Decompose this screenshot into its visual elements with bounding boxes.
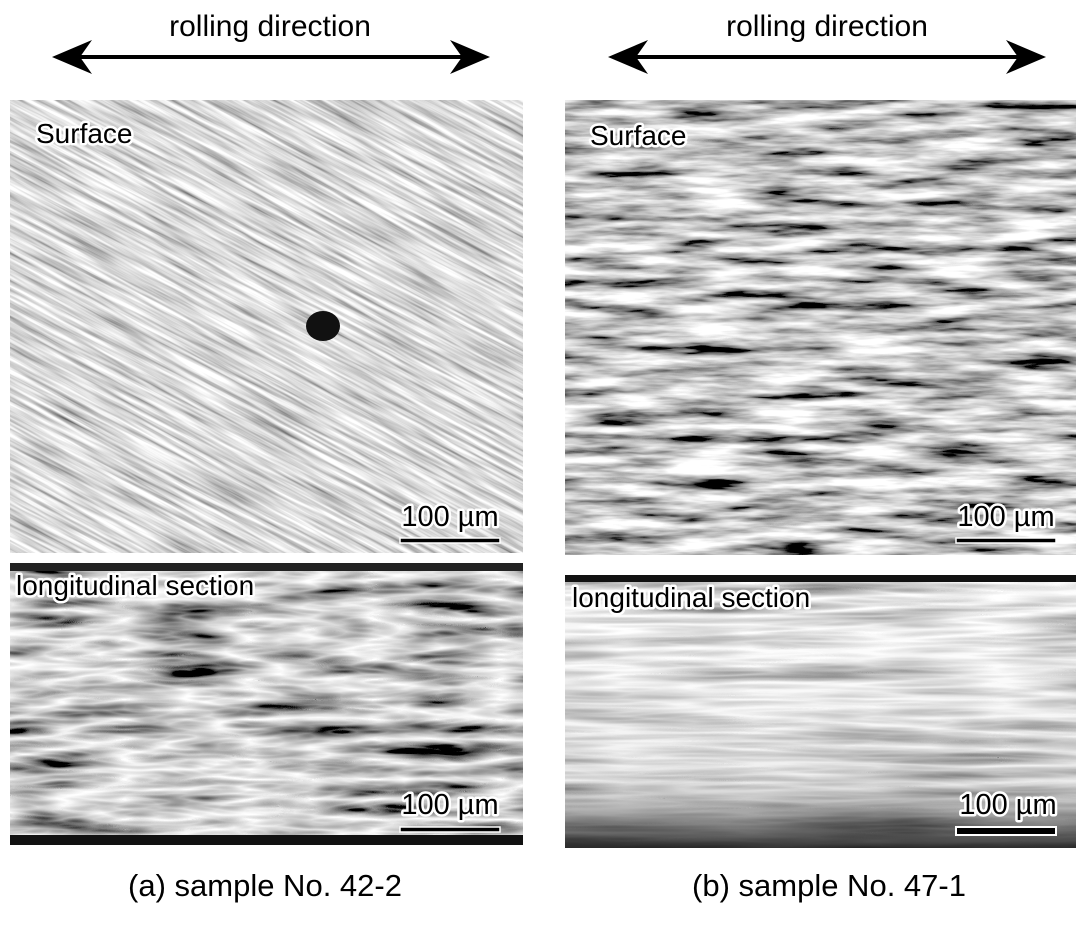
figure: rolling direction Surface 100 µm longitu… (0, 0, 1076, 926)
scale-bar-label: 100 µm (959, 789, 1056, 821)
surface-image (565, 100, 1076, 555)
scale-bar (956, 827, 1056, 835)
scale-bar (956, 538, 1056, 543)
scale-bar-label: 100 µm (957, 501, 1054, 533)
scale-bar (400, 827, 500, 832)
panel-b: rolling direction Surface 100 µm longitu… (565, 10, 1076, 903)
caption: (a) sample No. 42-2 (128, 868, 402, 903)
surface-label: Surface (36, 118, 133, 149)
surface-label: Surface (590, 120, 687, 151)
section-label: longitudinal section (16, 570, 254, 601)
caption: (b) sample No. 47-1 (692, 868, 966, 903)
direction-label: rolling direction (169, 10, 371, 43)
scale-bar-label: 100 µm (401, 789, 498, 821)
scale-bar-label: 100 µm (401, 501, 498, 533)
section-label: longitudinal section (572, 582, 810, 613)
scale-bar (400, 538, 500, 543)
direction-label: rolling direction (726, 10, 928, 43)
